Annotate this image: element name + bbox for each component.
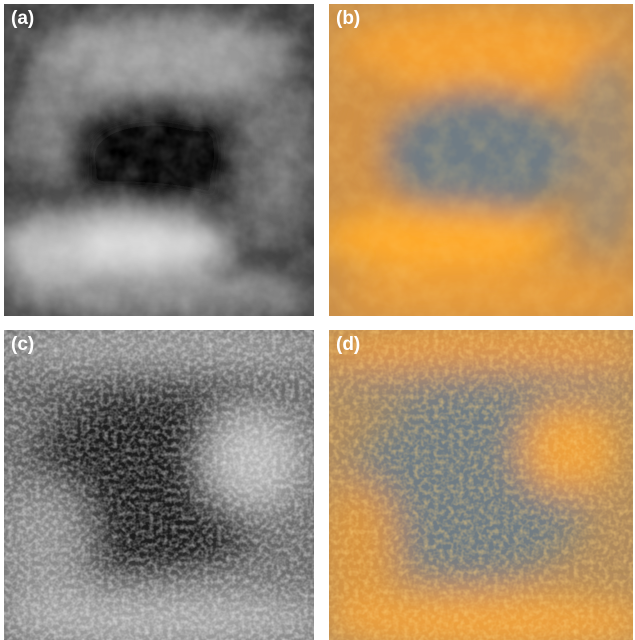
panel-label-b: (b) — [336, 8, 361, 29]
ultrasound-grayscale-speckle — [4, 330, 314, 640]
panel-label-d: (d) — [336, 334, 361, 355]
panel-label-a: (a) — [11, 8, 35, 29]
panel-d-image: (d) — [329, 330, 633, 640]
panel-label-c: (c) — [11, 334, 35, 355]
panel-c-image: (c) — [4, 330, 314, 640]
ultrasound-orange-smooth — [329, 4, 633, 316]
ultrasound-grayscale-smooth — [4, 4, 314, 316]
panel-a-image: (a) — [4, 4, 314, 316]
ultrasound-orange-speckle — [329, 330, 633, 640]
panel-b-image: (b) — [329, 4, 633, 316]
